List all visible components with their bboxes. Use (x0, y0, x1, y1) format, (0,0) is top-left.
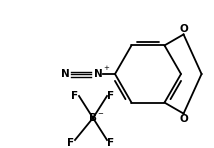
Text: O: O (179, 24, 188, 34)
Text: F: F (107, 138, 114, 148)
Text: F: F (71, 91, 79, 101)
Text: N: N (61, 69, 69, 79)
Text: N: N (94, 69, 102, 79)
Text: B: B (89, 113, 97, 123)
Text: F: F (67, 138, 74, 148)
Text: +: + (103, 65, 109, 71)
Text: F: F (107, 91, 114, 101)
Text: −: − (97, 111, 103, 117)
Text: O: O (179, 114, 188, 124)
